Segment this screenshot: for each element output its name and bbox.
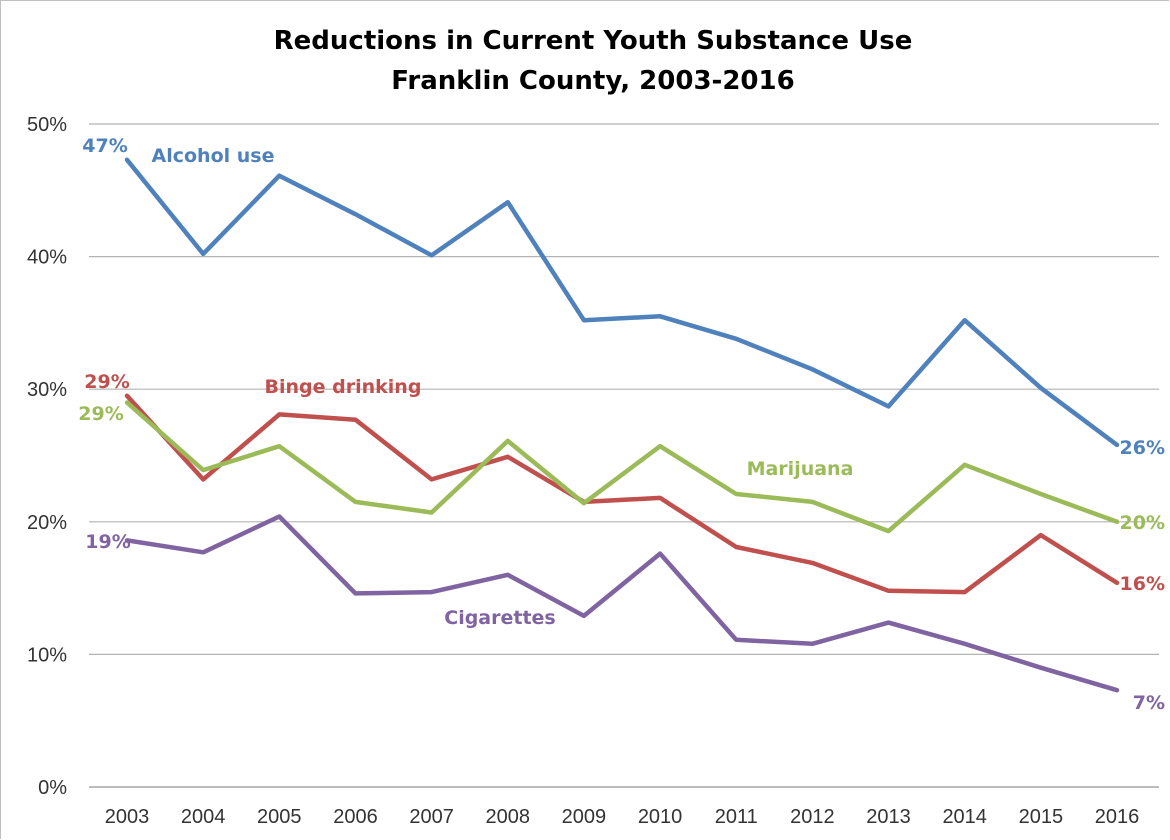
series-name-label-alcohol-use: Alcohol use xyxy=(152,145,275,167)
y-tick-label: 20% xyxy=(27,512,67,534)
series-line-cigarettes xyxy=(124,514,1120,693)
data-label-end-alcohol-use: 26% xyxy=(1120,437,1165,459)
x-tick-label: 2012 xyxy=(790,806,835,828)
data-label-start-binge-drinking: 29% xyxy=(84,371,129,393)
x-tick-label: 2013 xyxy=(866,806,911,828)
series-labels: Alcohol use 47% 26% Binge drinking 29% 16% Mar… xyxy=(78,135,1165,714)
x-tick-label: 2011 xyxy=(715,806,758,828)
x-tick-label: 2003 xyxy=(105,806,150,828)
y-tick-label: 30% xyxy=(27,379,67,401)
axes: 0% 10% 20% 30% 40% 50% 2003 2004 2005 2006 2007 200… xyxy=(27,114,1139,828)
x-tick-label: 2006 xyxy=(333,806,378,828)
series-name-label-cigarettes: Cigarettes xyxy=(444,607,556,629)
x-tick-label: 2004 xyxy=(181,806,226,828)
series-name-label-marijuana: Marijuana xyxy=(747,458,854,480)
x-tick-label: 2014 xyxy=(942,806,987,828)
x-tick-label: 2008 xyxy=(486,806,531,828)
data-label-end-cigarettes: 7% xyxy=(1133,692,1165,714)
data-label-end-marijuana: 20% xyxy=(1120,512,1165,534)
y-tick-label: 50% xyxy=(27,114,67,136)
chart-title: Reductions in Current Youth Substance Us… xyxy=(274,26,913,56)
series-name-label-binge-drinking: Binge drinking xyxy=(265,376,422,398)
x-tick-label: 2015 xyxy=(1019,806,1064,828)
x-tick-label: 2016 xyxy=(1095,806,1140,828)
x-tick-label: 2009 xyxy=(562,806,607,828)
y-tick-label: 10% xyxy=(27,644,67,666)
data-label-start-cigarettes: 19% xyxy=(85,531,130,553)
x-tick-label: 2007 xyxy=(409,806,454,828)
series-line-binge-drinking xyxy=(124,393,1120,595)
x-tick-label: 2010 xyxy=(638,806,683,828)
series-line-marijuana xyxy=(124,400,1120,534)
y-tick-label: 0% xyxy=(38,777,67,799)
series-line-alcohol-use xyxy=(124,157,1120,448)
data-label-start-alcohol-use: 47% xyxy=(82,135,127,157)
x-tick-label: 2005 xyxy=(257,806,302,828)
series-lines xyxy=(124,157,1120,693)
y-tick-label: 40% xyxy=(27,247,67,269)
data-label-end-binge-drinking: 16% xyxy=(1120,573,1165,595)
chart-subtitle: Franklin County, 2003-2016 xyxy=(391,66,794,96)
data-label-start-marijuana: 29% xyxy=(78,403,123,425)
